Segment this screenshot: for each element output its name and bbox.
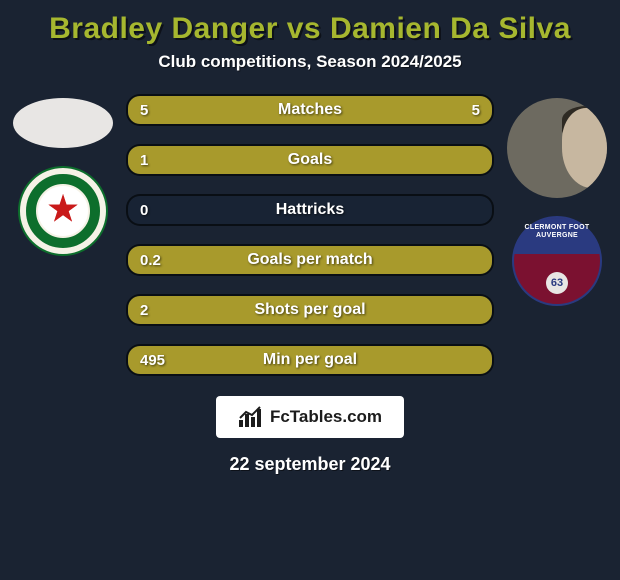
- club-right-line1: CLERMONT FOOT: [525, 224, 590, 231]
- club-right-text: CLERMONT FOOT AUVERGNE: [514, 224, 600, 240]
- stat-row: 495Min per goal: [126, 344, 494, 376]
- stat-label: Shots per goal: [128, 296, 492, 324]
- stat-label: Hattricks: [128, 196, 492, 224]
- date-text: 22 september 2024: [0, 454, 620, 475]
- player-right-avatar: [507, 98, 607, 198]
- watermark: FcTables.com: [216, 396, 404, 438]
- player-left-avatar: [13, 98, 113, 148]
- stat-label: Goals per match: [128, 246, 492, 274]
- player-right-name: Damien Da Silva: [330, 12, 571, 45]
- right-side: CLERMONT FOOT AUVERGNE 63: [502, 92, 612, 306]
- subtitle: Club competitions, Season 2024/2025: [0, 52, 620, 72]
- stat-row: 0.2Goals per match: [126, 244, 494, 276]
- club-left-logo: ★: [18, 166, 108, 256]
- player-left-name: Bradley Danger: [49, 12, 278, 45]
- title-vs: vs: [287, 12, 321, 45]
- comparison-card: Bradley Danger vs Damien Da Silva Club c…: [0, 0, 620, 580]
- club-right-ball: 63: [546, 272, 568, 294]
- stat-bars: 5Matches5 1Goals 0Hattricks 0.2Goals per ma…: [118, 92, 502, 376]
- stat-row: 1Goals: [126, 144, 494, 176]
- club-right-line2: AUVERGNE: [536, 232, 578, 239]
- stat-value-right: 5: [472, 96, 480, 124]
- stat-row: 2Shots per goal: [126, 294, 494, 326]
- star-icon: ★: [46, 186, 80, 231]
- bars-icon: [238, 406, 264, 428]
- left-side: ★: [8, 92, 118, 256]
- club-right-logo: CLERMONT FOOT AUVERGNE 63: [512, 216, 602, 306]
- comparison-body: ★ 5Matches5 1Goals 0Hattricks 0.2Goals per …: [0, 92, 620, 376]
- stat-label: Min per goal: [128, 346, 492, 374]
- page-title: Bradley Danger vs Damien Da Silva: [12, 12, 608, 46]
- stat-row: 0Hattricks: [126, 194, 494, 226]
- stat-row: 5Matches5: [126, 94, 494, 126]
- watermark-text: FcTables.com: [270, 407, 382, 427]
- stat-label: Matches: [128, 96, 492, 124]
- stat-label: Goals: [128, 146, 492, 174]
